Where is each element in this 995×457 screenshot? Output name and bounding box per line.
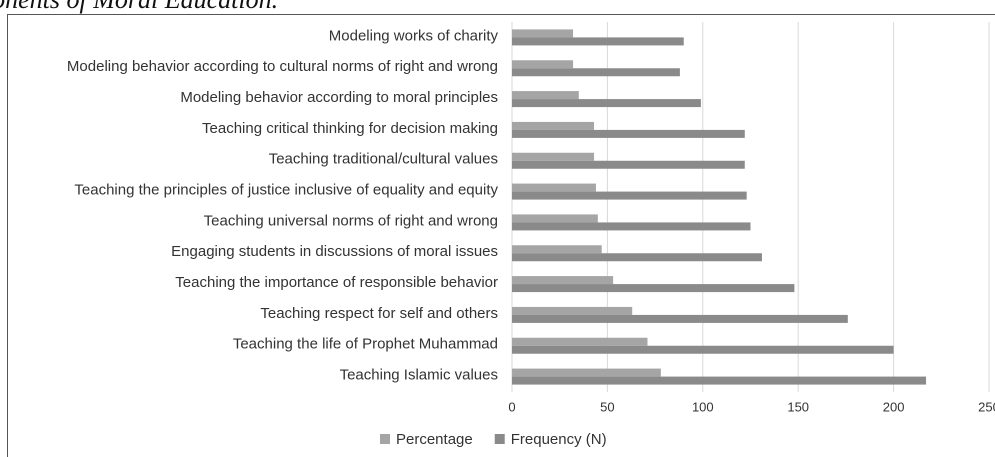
bar — [512, 314, 848, 323]
bar — [512, 68, 680, 77]
bar — [512, 160, 745, 169]
bar — [512, 121, 595, 130]
legend-swatch — [494, 434, 505, 444]
bar — [512, 337, 648, 346]
bar — [512, 345, 894, 354]
x-tick-label: 150 — [787, 399, 809, 414]
chart-title: Components of Moral Education. — [0, 0, 278, 14]
y-tick-label: Modeling behavior according to cultural … — [67, 58, 498, 75]
bar — [512, 306, 633, 315]
bar — [512, 253, 762, 262]
y-tick-label: Engaging students in discussions of mora… — [171, 243, 498, 260]
chart-frame — [7, 14, 995, 457]
bar — [512, 129, 745, 138]
y-tick-label: Teaching the importance of responsible b… — [175, 274, 498, 291]
y-tick-label: Modeling behavior according to moral pri… — [180, 89, 498, 106]
legend-swatch — [380, 434, 390, 444]
bar — [512, 152, 595, 161]
bar — [512, 276, 614, 285]
y-tick-label: Teaching respect for self and others — [260, 305, 498, 322]
bar — [512, 37, 684, 46]
bar — [512, 183, 596, 192]
x-tick-label: 200 — [883, 399, 905, 414]
y-tick-label: Teaching traditional/cultural values — [269, 151, 498, 168]
bar — [512, 60, 574, 69]
x-tick-label: 50 — [600, 399, 614, 414]
bar — [512, 29, 574, 38]
bar — [512, 284, 795, 293]
y-tick-label: Modeling works of charity — [329, 27, 499, 44]
x-tick-label: 0 — [508, 399, 515, 414]
bar — [512, 191, 747, 200]
legend-label: Frequency (N) — [511, 431, 607, 448]
legend-label: Percentage — [396, 431, 473, 448]
bar — [512, 99, 701, 108]
y-tick-label: Teaching universal norms of right and wr… — [204, 212, 498, 229]
bar — [512, 368, 661, 377]
y-tick-label: Teaching critical thinking for decision … — [202, 120, 498, 137]
bar — [512, 91, 579, 100]
x-tick-label: 250 — [978, 399, 995, 414]
y-tick-label: Teaching the principles of justice inclu… — [74, 182, 498, 199]
x-tick-label: 100 — [692, 399, 714, 414]
bar — [512, 222, 751, 231]
bar — [512, 376, 927, 385]
bar — [512, 245, 602, 254]
y-tick-label: Teaching the life of Prophet Muhammad — [233, 336, 498, 353]
y-tick-label: Teaching Islamic values — [340, 367, 498, 384]
bar — [512, 214, 598, 223]
